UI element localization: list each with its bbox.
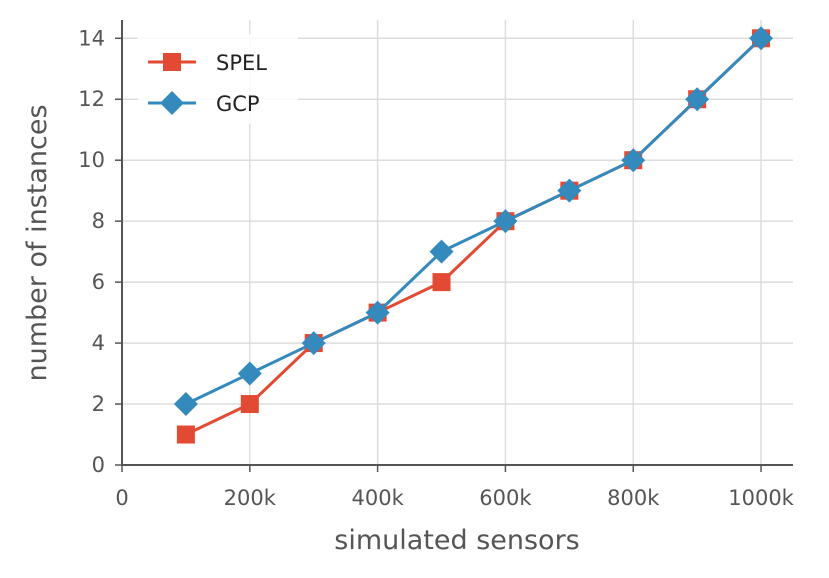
axes (121, 20, 793, 466)
gcp-data-point (749, 26, 774, 51)
x-tick-label: 600k (479, 486, 532, 510)
x-tick-label: 0 (115, 486, 128, 510)
series-layer (173, 26, 774, 444)
gcp-data-point (429, 239, 454, 264)
y-tick-label: 6 (92, 270, 105, 294)
x-tick-label: 1000k (728, 486, 794, 510)
legend: SPEL GCP (138, 34, 298, 124)
y-tick-label: 0 (92, 453, 105, 477)
legend-spel-label: SPEL (216, 51, 267, 75)
legend-gcp-label: GCP (216, 92, 260, 116)
y-ticks: 0 2 4 6 8 10 12 14 (78, 26, 122, 477)
gcp-data-point (621, 148, 646, 173)
spel-data-point (176, 425, 195, 444)
gcp-data-point (685, 87, 710, 112)
legend-background (138, 34, 298, 124)
gcp-data-point (301, 331, 326, 356)
spel-data-point (240, 395, 259, 414)
y-tick-label: 8 (92, 209, 105, 233)
gcp-data-point (365, 300, 390, 325)
gcp-series-line (185, 37, 763, 406)
spel-data-point (432, 273, 451, 292)
y-tick-label: 14 (78, 26, 105, 50)
legend-spel-marker (163, 53, 181, 71)
y-tick-label: 4 (92, 331, 105, 355)
y-tick-label: 12 (78, 87, 105, 111)
y-tick-label: 2 (92, 392, 105, 416)
x-tick-label: 800k (607, 486, 660, 510)
gcp-data-point (493, 209, 518, 234)
y-axis-label: number of instances (22, 104, 53, 381)
gcp-data-point (557, 178, 582, 203)
x-axis-label: simulated sensors (334, 525, 580, 556)
legend-gcp-marker (160, 91, 184, 115)
y-tick-label: 10 (78, 148, 105, 172)
x-tick-label: 200k (224, 486, 277, 510)
gcp-data-point (173, 392, 198, 417)
x-tick-label: 400k (351, 486, 404, 510)
x-ticks: 0 200k 400k 600k 800k 1000k (115, 465, 795, 510)
gcp-data-point (237, 361, 262, 386)
